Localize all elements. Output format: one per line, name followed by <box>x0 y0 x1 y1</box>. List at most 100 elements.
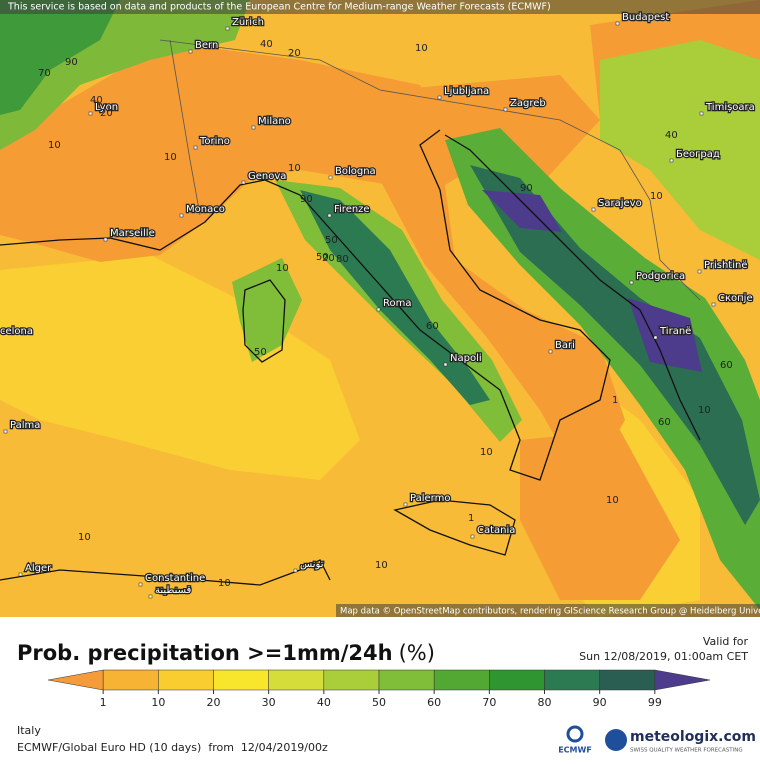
coastline <box>393 499 516 556</box>
contour-label: 90 <box>300 194 313 205</box>
colorbar-tick-label: 90 <box>593 696 607 709</box>
colorbar-segment <box>433 669 490 691</box>
city-marker <box>293 568 298 573</box>
city-label: Prishtinë <box>704 260 747 271</box>
colorbar-tick-label: 99 <box>648 696 662 709</box>
field-yellow <box>0 255 360 480</box>
banner-bg <box>0 0 760 14</box>
city-label: celona <box>0 326 33 337</box>
credit-bg <box>336 604 760 617</box>
city-label: Palma <box>10 420 40 431</box>
city-marker <box>376 307 381 312</box>
field-orange <box>0 45 440 262</box>
border <box>169 39 201 216</box>
field-darkgreen <box>470 165 760 525</box>
title-text: Prob. precipitation >=1mm/24h <box>17 641 393 665</box>
city-marker <box>503 107 508 112</box>
city-marker <box>437 95 442 100</box>
city-marker <box>179 213 184 218</box>
coastline <box>0 559 331 586</box>
contour-label: 60 <box>426 321 439 332</box>
ecmwf-icon <box>566 725 584 743</box>
contour-label: 1 <box>612 395 618 406</box>
city-label: Roma <box>383 298 412 309</box>
colorbar-segment <box>158 669 214 691</box>
contour-label: 10 <box>606 495 619 506</box>
city-label: Alger <box>25 563 52 574</box>
field-lightgreen <box>600 40 760 260</box>
contour-label: 40 <box>260 39 273 50</box>
colorbar-arrow <box>654 669 711 691</box>
ecmwf-logo: ECMWF <box>558 746 592 755</box>
contour-label: 90 <box>65 57 78 68</box>
city-marker <box>193 145 198 150</box>
colorbar-tick-label: 80 <box>538 696 552 709</box>
city-label: Firenze <box>334 204 370 215</box>
city-label: Budapest <box>622 12 669 23</box>
colorbar-segment <box>102 669 159 691</box>
city-marker <box>403 502 408 507</box>
colorbar-segment <box>268 669 325 691</box>
contour-label: 10 <box>276 263 289 274</box>
city-marker <box>241 180 246 185</box>
city-label: Palermo <box>410 493 450 504</box>
city-label: Zagreb <box>510 98 546 109</box>
contour-label: 10 <box>288 163 301 174</box>
colorbar-tick-label: 1 <box>100 696 107 709</box>
city-marker <box>548 349 553 354</box>
contour-label: 10 <box>650 191 663 202</box>
colorbar-segment <box>599 669 656 691</box>
contour-label: 60 <box>720 360 733 371</box>
contour-label: 10 <box>218 578 231 589</box>
coastline <box>0 129 611 481</box>
city-marker <box>615 21 620 26</box>
city-label: Zürich <box>232 17 264 28</box>
colorbar-tick-label: 50 <box>372 696 386 709</box>
contour-label: 20 <box>322 253 335 264</box>
city-label: Genova <box>248 171 286 182</box>
city-labels: Budapest Zürich Bern Lyon Milano Torino Genova… <box>0 11 756 599</box>
colorbar-segment <box>378 669 435 691</box>
city-label: Lyon <box>95 102 118 113</box>
contour-label: 10 <box>698 405 711 416</box>
contour-label: 40 <box>90 95 103 106</box>
city-marker <box>653 335 658 340</box>
colorbar-tick-label: 10 <box>151 696 165 709</box>
city-label: Timișoara <box>705 102 755 113</box>
colorbar-segment <box>213 669 269 691</box>
title: Prob. precipitation >=1mm/24h (%) <box>17 641 435 665</box>
city-marker <box>88 111 93 116</box>
contour-label: 90 <box>520 183 533 194</box>
city-label: Catania <box>477 525 515 536</box>
city-label: Bern <box>195 40 218 51</box>
model-run: ECMWF/Global Euro HD (10 days) from 12/0… <box>17 741 328 754</box>
colorbar-segment <box>323 669 380 691</box>
contour-label: 50 <box>254 347 267 358</box>
contour-label: 50 <box>316 252 329 263</box>
coastline <box>242 279 286 363</box>
colorbar-tick-label: 40 <box>317 696 331 709</box>
valid-time: Sun 12/08/2019, 01:00am CET <box>579 650 748 663</box>
city-label: Milano <box>258 116 291 127</box>
contour-label: 1 <box>468 513 474 524</box>
colorbar-tick-label: 60 <box>427 696 441 709</box>
colorbar-arrow <box>47 669 104 691</box>
contour-label: 10 <box>480 447 493 458</box>
region: Italy <box>17 724 41 737</box>
city-marker <box>251 125 256 130</box>
city-marker <box>699 111 704 116</box>
colorbar: 1 10 20 30 40 50 60 70 80 90 99 <box>47 669 711 709</box>
contour-label: 70 <box>38 68 51 79</box>
city-label: Constantine <box>145 573 205 584</box>
banner: This service is based on data and produc… <box>7 2 551 13</box>
colorbar-segment <box>544 669 600 691</box>
brand: meteologix.com <box>630 729 756 745</box>
city-marker <box>711 302 716 307</box>
city-marker <box>18 572 23 577</box>
city-label: Podgorica <box>636 271 685 282</box>
contour-label: 10 <box>164 152 177 163</box>
contour-label: 60 <box>658 417 671 428</box>
contour-label: 10 <box>375 560 388 571</box>
